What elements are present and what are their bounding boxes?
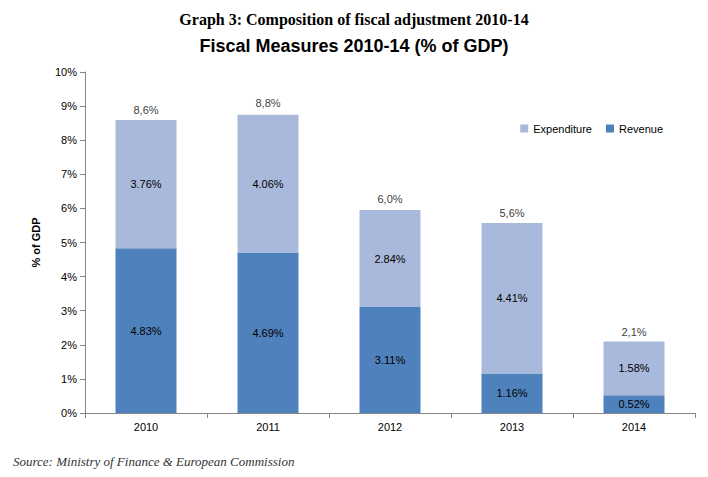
svg-text:8,8%: 8,8% — [255, 97, 280, 109]
svg-text:3.11%: 3.11% — [375, 354, 406, 366]
svg-text:2,1%: 2,1% — [621, 326, 646, 338]
svg-text:2012: 2012 — [378, 421, 402, 433]
svg-text:3.76%: 3.76% — [130, 178, 161, 190]
svg-text:3%: 3% — [61, 305, 77, 317]
svg-text:Fiscal Measures 2010-14 (% of: Fiscal Measures 2010-14 (% of GDP) — [199, 36, 508, 56]
svg-text:2010: 2010 — [134, 421, 158, 433]
svg-text:6,0%: 6,0% — [377, 193, 402, 205]
svg-text:6%: 6% — [61, 202, 77, 214]
svg-text:4.69%: 4.69% — [252, 327, 283, 339]
svg-text:2%: 2% — [61, 339, 77, 351]
svg-text:8,6%: 8,6% — [133, 104, 158, 116]
svg-text:% of GDP: % of GDP — [30, 217, 42, 267]
svg-text:4.83%: 4.83% — [130, 325, 161, 337]
svg-text:4.06%: 4.06% — [252, 178, 283, 190]
svg-text:1.16%: 1.16% — [496, 387, 527, 399]
svg-text:Source: Ministry of Finance &: Source: Ministry of Finance & European C… — [13, 454, 294, 469]
svg-text:Graph 3: Composition of fiscal: Graph 3: Composition of fiscal adjustmen… — [179, 11, 528, 29]
svg-text:9%: 9% — [61, 100, 77, 112]
svg-text:2013: 2013 — [500, 421, 524, 433]
svg-text:2014: 2014 — [622, 421, 646, 433]
svg-text:2.84%: 2.84% — [374, 253, 405, 265]
svg-text:1%: 1% — [61, 373, 77, 385]
svg-text:4.41%: 4.41% — [496, 292, 527, 304]
svg-text:8%: 8% — [61, 134, 77, 146]
svg-text:1.58%: 1.58% — [618, 362, 649, 374]
svg-text:Revenue: Revenue — [619, 123, 663, 135]
svg-text:2011: 2011 — [256, 421, 280, 433]
svg-text:10%: 10% — [55, 66, 77, 78]
svg-text:5%: 5% — [61, 237, 77, 249]
svg-text:4%: 4% — [61, 271, 77, 283]
svg-text:Expenditure: Expenditure — [533, 123, 592, 135]
svg-text:0.52%: 0.52% — [618, 398, 649, 410]
svg-text:5,6%: 5,6% — [499, 207, 524, 219]
svg-text:0%: 0% — [61, 407, 77, 419]
svg-text:7%: 7% — [61, 168, 77, 180]
